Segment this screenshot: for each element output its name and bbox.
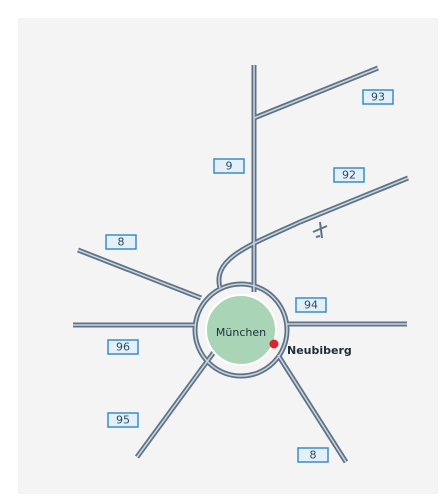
road-sign-label: 96 <box>116 341 130 354</box>
road-sign-label: 93 <box>371 91 385 104</box>
road-sign-label: 8 <box>310 449 317 462</box>
airport-icon <box>312 221 328 239</box>
road-sign: 95 <box>107 412 139 428</box>
road-sign: 9 <box>213 158 245 174</box>
road-sign-label: 92 <box>342 169 356 182</box>
road-sign-label: 9 <box>226 160 233 173</box>
road-sign: 94 <box>295 297 327 313</box>
road-sign-label: 95 <box>116 414 130 427</box>
road-sign: 92 <box>333 167 365 183</box>
road-sign-label: 94 <box>304 299 318 312</box>
location-dot <box>269 339 279 349</box>
road-sign-label: 8 <box>118 236 125 249</box>
road-sign: 8 <box>297 447 329 463</box>
roads <box>73 65 409 464</box>
road-sign: 93 <box>362 89 394 105</box>
city-area <box>205 294 277 366</box>
place-label: Neubiberg <box>287 344 352 357</box>
road-sign: 96 <box>107 339 139 355</box>
road-sign: 8 <box>105 234 137 250</box>
city-label: München <box>216 326 266 339</box>
